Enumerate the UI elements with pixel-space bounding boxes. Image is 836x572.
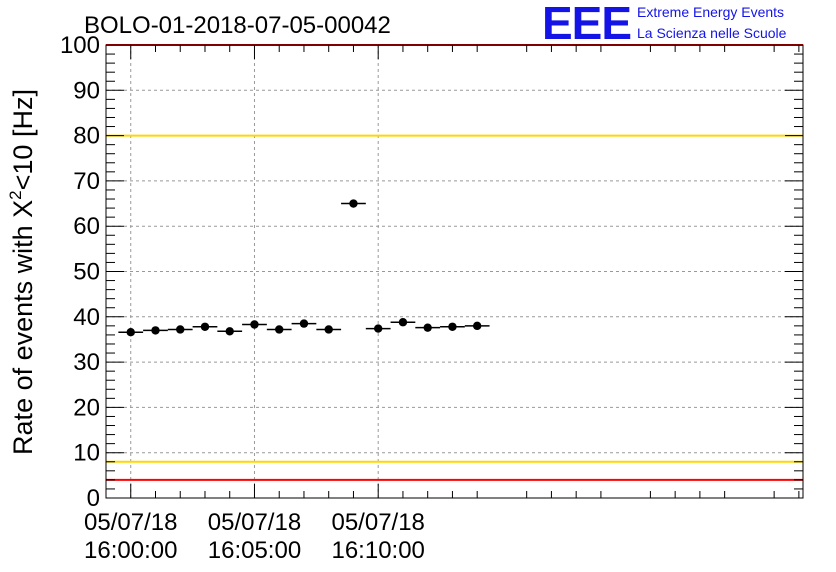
x-tick-label-time: 16:00:00 bbox=[84, 537, 177, 564]
logo-line-1: Extreme Energy Events bbox=[637, 4, 785, 20]
data-point bbox=[151, 326, 160, 335]
reference-lines bbox=[106, 44, 803, 481]
y-tick-label: 90 bbox=[73, 77, 100, 104]
data-point bbox=[374, 324, 383, 333]
axis-ticks: 010203040506070809010005/07/1816:00:0005… bbox=[60, 32, 803, 564]
data-point bbox=[126, 328, 135, 337]
data-point bbox=[200, 322, 210, 331]
x-tick-label-date: 05/07/18 bbox=[84, 509, 177, 536]
y-tick-label: 30 bbox=[73, 349, 100, 376]
x-tick-label-time: 16:05:00 bbox=[208, 537, 301, 564]
chart-title: BOLO-01-2018-07-05-00042 bbox=[84, 12, 391, 39]
y-tick-label: 60 bbox=[73, 213, 100, 240]
data-point bbox=[448, 322, 457, 331]
y-tick-label: 40 bbox=[73, 304, 100, 331]
data-point bbox=[250, 320, 259, 329]
data-point bbox=[472, 321, 482, 331]
grid bbox=[106, 45, 803, 498]
eee-logo: EEE bbox=[542, 0, 632, 49]
logo-line-2: La Scienza nelle Scuole bbox=[637, 25, 787, 41]
y-tick-label: 0 bbox=[87, 485, 100, 512]
data-point bbox=[225, 327, 234, 336]
y-tick-label: 20 bbox=[73, 394, 100, 421]
y-tick-label: 10 bbox=[73, 440, 100, 467]
y-tick-label: 100 bbox=[60, 32, 100, 59]
x-tick-label-date: 05/07/18 bbox=[331, 509, 424, 536]
y-axis-label: Rate of events with X2<10 [Hz] bbox=[6, 89, 38, 455]
data-point bbox=[275, 325, 284, 334]
data-point bbox=[176, 325, 185, 334]
data-point bbox=[423, 323, 432, 332]
x-tick-label-date: 05/07/18 bbox=[208, 509, 301, 536]
x-tick-label-time: 16:10:00 bbox=[331, 537, 424, 564]
data-points bbox=[118, 199, 490, 337]
data-point bbox=[299, 319, 309, 328]
data-point bbox=[398, 318, 408, 327]
data-point bbox=[324, 325, 333, 334]
data-point bbox=[349, 199, 358, 208]
y-tick-label: 70 bbox=[73, 168, 100, 195]
y-tick-label: 50 bbox=[73, 259, 100, 286]
y-axis-title: Rate of events with X2<10 [Hz] bbox=[6, 89, 38, 455]
y-tick-label: 80 bbox=[73, 123, 100, 150]
